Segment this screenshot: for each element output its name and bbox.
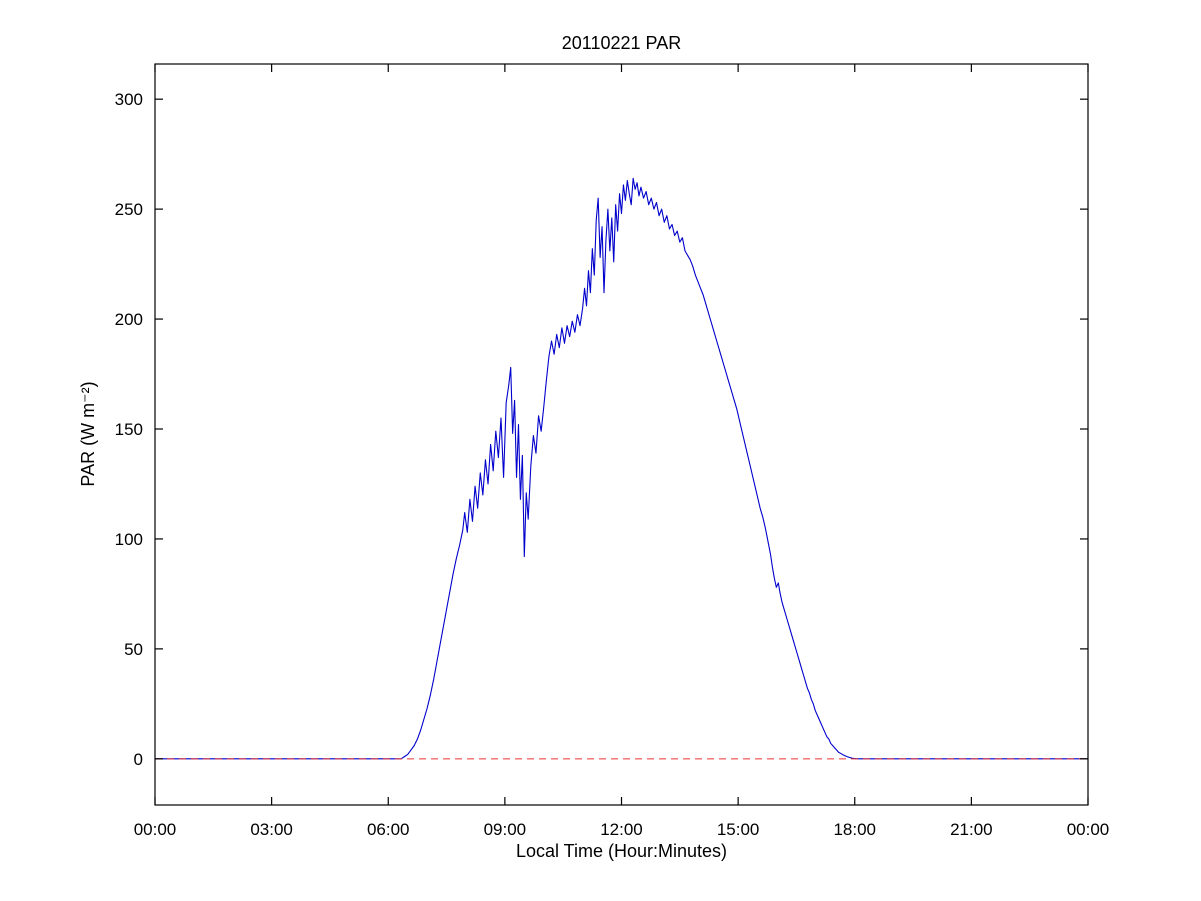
- x-tick-label: 06:00: [367, 820, 410, 839]
- x-tick-label: 00:00: [1067, 820, 1110, 839]
- chart-title: 20110221 PAR: [561, 33, 682, 53]
- y-tick-label: 200: [115, 310, 143, 329]
- x-tick-label: 18:00: [833, 820, 876, 839]
- y-tick-label: 250: [115, 200, 143, 219]
- x-tick-label: 00:00: [134, 820, 177, 839]
- y-tick-label: 300: [115, 90, 143, 109]
- y-tick-label: 150: [115, 420, 143, 439]
- x-axis-label: Local Time (Hour:Minutes): [515, 841, 728, 861]
- series-line-par: [155, 177, 1088, 760]
- x-tick-label: 09:00: [484, 820, 527, 839]
- plot-background: [155, 64, 1088, 805]
- x-tick-label: 15:00: [717, 820, 760, 839]
- y-tick-label: 50: [124, 640, 143, 659]
- x-tick-label: 12:00: [600, 820, 643, 839]
- x-tick-label: 03:00: [250, 820, 293, 839]
- y-tick-label: 0: [134, 750, 143, 769]
- x-tick-label: 21:00: [950, 820, 993, 839]
- y-tick-label: 100: [115, 530, 143, 549]
- y-axis-label: PAR (W m⁻²): [78, 381, 98, 487]
